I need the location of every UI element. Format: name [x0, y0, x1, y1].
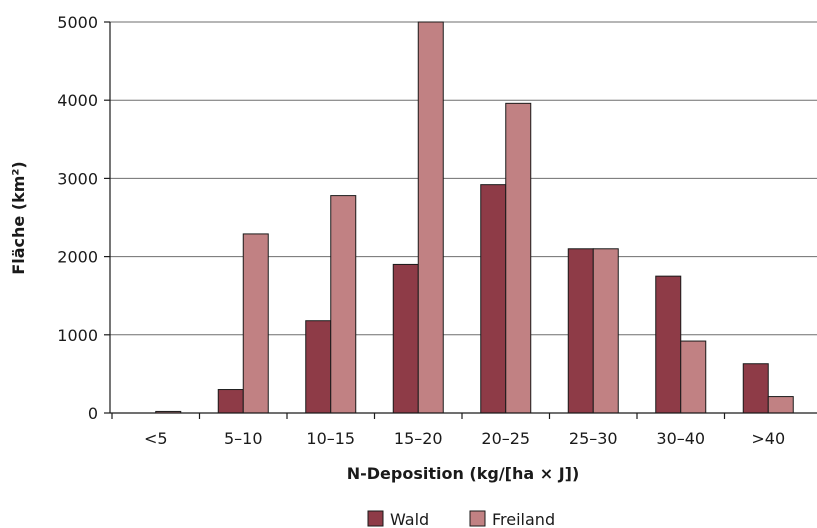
x-tick-labels: <5 5–10 10–15 15–20 20–25 25–30 30–40 >40	[111, 413, 785, 448]
bar-freiland	[242, 233, 269, 414]
legend-label-freiland: Freiland	[492, 510, 555, 528]
bar-wald	[655, 275, 682, 414]
bars	[155, 21, 794, 414]
x-tick-label: 30–40	[656, 429, 705, 448]
bar-freiland	[505, 102, 532, 414]
bar-freiland	[767, 396, 794, 414]
x-axis-title: N-Deposition (kg/[ha × J])	[347, 464, 580, 483]
legend-swatch-freiland	[469, 510, 486, 527]
legend-swatch-wald	[367, 510, 384, 527]
bar-freiland	[330, 195, 357, 414]
gridlines	[110, 21, 817, 336]
x-tick-label: 10–15	[306, 429, 355, 448]
bar-freiland	[680, 340, 707, 414]
x-tick-label: >40	[751, 429, 785, 448]
bar-wald	[567, 248, 594, 414]
bar-wald	[742, 363, 769, 414]
legend: Wald Freiland	[367, 510, 555, 528]
x-tick-label: 20–25	[481, 429, 530, 448]
y-tick-labels: 0 1000 2000 3000 4000 5000	[57, 13, 110, 423]
y-axis-title: Fläche (km²)	[9, 161, 28, 274]
bar-freiland	[417, 21, 444, 414]
bar-wald	[217, 389, 244, 414]
x-tick-label: 15–20	[394, 429, 443, 448]
y-tick-label: 3000	[57, 169, 98, 188]
y-tick-label: 4000	[57, 91, 98, 110]
bar-wald	[305, 320, 332, 414]
legend-label-wald: Wald	[390, 510, 429, 528]
x-tick-label: 5–10	[224, 429, 263, 448]
y-tick-label: 2000	[57, 248, 98, 267]
bar-wald	[480, 184, 507, 414]
axes	[109, 22, 817, 414]
bar-freiland	[592, 248, 619, 414]
bar-wald	[392, 263, 419, 414]
y-tick-label: 5000	[57, 13, 98, 32]
y-tick-label: 1000	[57, 326, 98, 345]
y-tick-label: 0	[88, 404, 98, 423]
x-tick-label: <5	[144, 429, 168, 448]
x-tick-label: 25–30	[569, 429, 618, 448]
